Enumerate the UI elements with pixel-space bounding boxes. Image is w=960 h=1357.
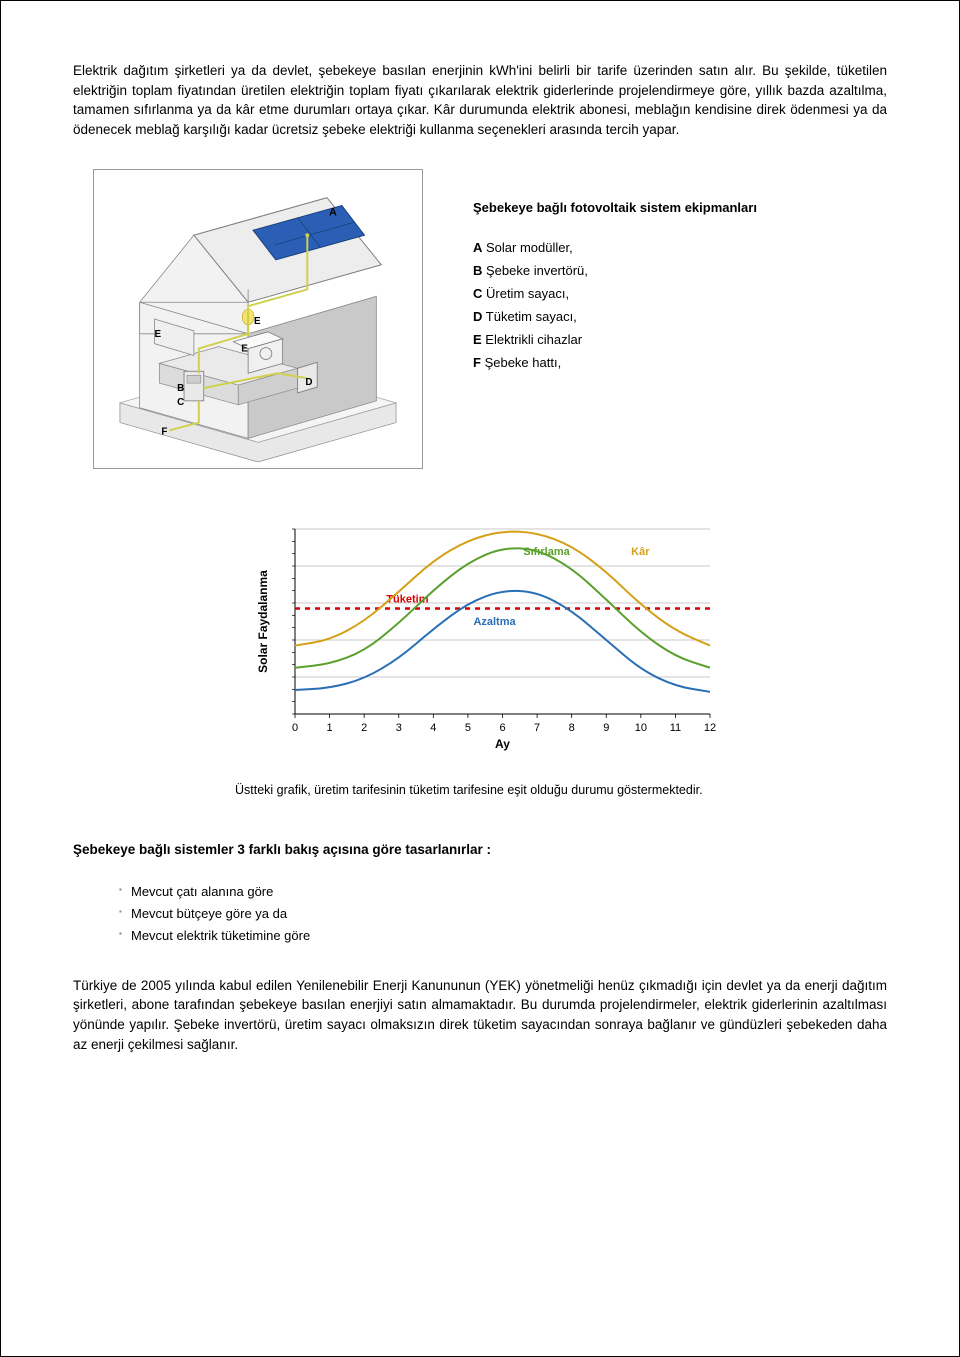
list-item: Mevcut çatı alanına göre [119,883,887,902]
chart-caption: Üstteki grafik, üretim tarifesinin tüket… [235,782,725,800]
equipment-legend: Şebekeye bağlı fotovoltaik sistem ekipma… [473,169,757,376]
svg-text:Solar Faydalanma: Solar Faydalanma [256,570,270,673]
svg-text:Ay: Ay [495,737,510,751]
svg-text:0: 0 [292,722,298,734]
svg-text:1: 1 [327,722,333,734]
svg-text:E: E [154,329,161,340]
svg-text:C: C [177,397,184,408]
legend-item: E Elektrikli cihazlar [473,331,757,350]
svg-text:Azaltma: Azaltma [473,616,516,628]
svg-text:Sıfırlama: Sıfırlama [523,546,570,558]
svg-text:Kâr: Kâr [631,546,650,558]
solar-benefit-chart: 0123456789101112AySolar FaydalanmaTüketi… [235,519,725,764]
svg-text:D: D [305,377,312,388]
design-subheading: Şebekeye bağlı sistemler 3 farklı bakış … [73,840,887,860]
svg-text:11: 11 [670,722,681,734]
legend-item: F Şebeke hattı, [473,354,757,373]
solar-chart-wrap: 0123456789101112AySolar FaydalanmaTüketi… [73,519,887,764]
svg-text:B: B [177,383,184,394]
svg-text:7: 7 [534,722,540,734]
svg-text:2: 2 [361,722,367,734]
svg-text:5: 5 [465,722,471,734]
legend-item: B Şebeke invertörü, [473,262,757,281]
svg-text:A: A [329,207,337,219]
final-paragraph: Türkiye de 2005 yılında kabul edilen Yen… [73,976,887,1054]
svg-text:E: E [254,316,261,327]
intro-paragraph: Elektrik dağıtım şirketleri ya da devlet… [73,61,887,139]
svg-text:6: 6 [499,722,505,734]
legend-title: Şebekeye bağlı fotovoltaik sistem ekipma… [473,199,757,217]
design-criteria-list: Mevcut çatı alanına göre Mevcut bütçeye g… [119,883,887,946]
house-diagram: A E E E BC D F [93,169,423,469]
legend-item: D Tüketim sayacı, [473,308,757,327]
svg-text:12: 12 [704,722,716,734]
svg-text:9: 9 [603,722,609,734]
list-item: Mevcut bütçeye göre ya da [119,905,887,924]
svg-text:F: F [161,427,167,438]
svg-text:10: 10 [635,722,647,734]
svg-text:E: E [241,344,248,355]
list-item: Mevcut elektrik tüketimine göre [119,927,887,946]
legend-item: A Solar modüller, [473,239,757,258]
house-figure-row: A E E E BC D F Şebekeye bağlı fotovoltaik sist… [73,169,887,469]
svg-text:3: 3 [396,722,402,734]
svg-text:4: 4 [430,722,436,734]
legend-item: C Üretim sayacı, [473,285,757,304]
svg-text:8: 8 [569,722,575,734]
